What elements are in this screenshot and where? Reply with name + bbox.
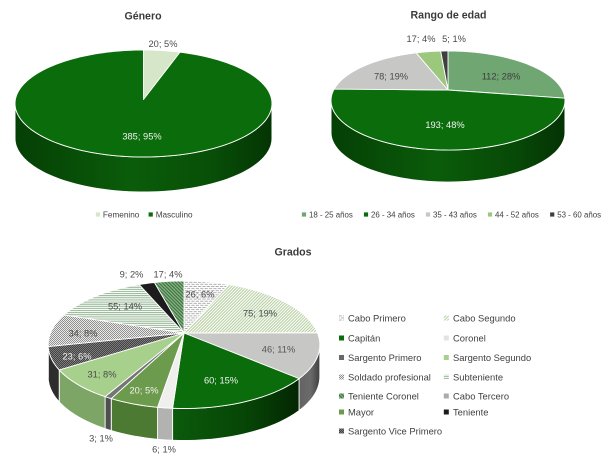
svg-text:Rango de edad: Rango de edad (411, 10, 487, 22)
svg-text:Cabo Segundo: Cabo Segundo (453, 312, 516, 323)
svg-text:193; 48%: 193; 48% (425, 120, 464, 130)
svg-text:Cabo Primero: Cabo Primero (348, 312, 406, 323)
svg-text:18 - 25 años: 18 - 25 años (309, 210, 353, 219)
svg-text:20; 5%: 20; 5% (149, 39, 178, 49)
svg-text:26 - 34 años: 26 - 34 años (371, 210, 415, 219)
svg-text:23; 6%: 23; 6% (63, 351, 92, 361)
svg-text:385; 95%: 385; 95% (122, 131, 161, 141)
svg-text:Teniente Coronel: Teniente Coronel (348, 390, 419, 401)
svg-text:26; 6%: 26; 6% (186, 289, 215, 299)
svg-text:5; 1%: 5; 1% (442, 34, 466, 44)
svg-text:78; 19%: 78; 19% (374, 71, 408, 81)
svg-text:31; 8%: 31; 8% (88, 369, 117, 379)
svg-text:35 - 43 años: 35 - 43 años (433, 210, 477, 219)
svg-text:Femenino: Femenino (103, 210, 140, 219)
svg-text:53 - 60 años: 53 - 60 años (557, 210, 601, 219)
svg-text:9; 2%: 9; 2% (120, 269, 144, 279)
svg-text:Sargento Segundo: Sargento Segundo (453, 352, 531, 363)
svg-text:Sargento Primero: Sargento Primero (348, 352, 421, 363)
svg-text:Cabo Tercero: Cabo Tercero (453, 390, 509, 401)
svg-text:Capitán: Capitán (348, 332, 380, 343)
svg-text:Mayor: Mayor (348, 406, 374, 417)
svg-text:112; 28%: 112; 28% (482, 71, 521, 81)
svg-text:17; 4%: 17; 4% (407, 34, 436, 44)
svg-text:20; 5%: 20; 5% (130, 385, 159, 395)
svg-text:55; 14%: 55; 14% (108, 301, 142, 311)
svg-text:Teniente: Teniente (453, 406, 488, 417)
svg-text:Género: Género (124, 11, 162, 23)
svg-text:Coronel: Coronel (453, 332, 486, 343)
svg-text:Subteniente: Subteniente (453, 371, 503, 382)
svg-text:17; 4%: 17; 4% (154, 269, 183, 279)
svg-text:46; 11%: 46; 11% (262, 344, 295, 354)
svg-text:44 - 52 años: 44 - 52 años (495, 210, 539, 219)
svg-text:75; 19%: 75; 19% (243, 308, 277, 318)
svg-text:Soldado profesional: Soldado profesional (348, 371, 431, 382)
svg-text:Sargento Vice Primero: Sargento Vice Primero (348, 425, 442, 436)
svg-text:34; 8%: 34; 8% (69, 328, 98, 338)
svg-text:Grados: Grados (274, 246, 311, 258)
svg-text:Masculino: Masculino (156, 210, 193, 219)
svg-text:3; 1%: 3; 1% (89, 433, 113, 443)
svg-text:6; 1%: 6; 1% (152, 444, 176, 454)
svg-text:60; 15%: 60; 15% (204, 376, 238, 386)
